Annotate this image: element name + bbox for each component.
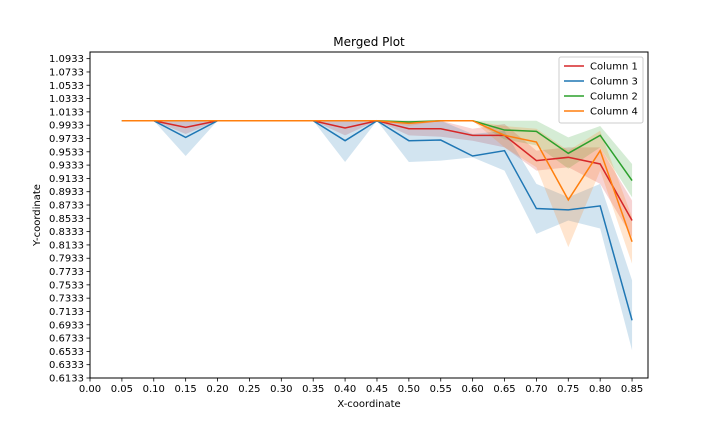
y-tick-label: 0.7333	[49, 294, 84, 305]
line-series-4	[121, 119, 633, 243]
x-tick-label: 0.80	[589, 384, 611, 395]
y-tick-label: 1.0533	[49, 81, 84, 92]
x-tick-label: 0.10	[143, 384, 165, 395]
x-tick-label: 0.75	[557, 384, 579, 395]
y-tick-label: 0.9733	[49, 134, 84, 145]
y-tick-label: 0.9533	[49, 147, 84, 158]
y-tick-label: 0.6933	[49, 320, 84, 331]
y-tick-label: 1.0933	[49, 54, 84, 65]
legend-box	[558, 56, 644, 124]
legend-label-2: Column 3	[590, 77, 638, 88]
y-tick-label: 0.6133	[49, 374, 84, 385]
y-tick-label: 0.7533	[49, 280, 84, 291]
x-tick-label: 0.40	[334, 384, 356, 395]
band-series-4	[121, 120, 633, 264]
legend-label-3: Column 2	[590, 92, 638, 103]
legend-label-4: Column 4	[590, 107, 638, 118]
x-tick-label: 0.50	[398, 384, 420, 395]
y-tick-label: 0.9933	[49, 121, 84, 132]
y-tick-label: 1.0333	[49, 94, 84, 105]
legend: Column 1 Column 3 Column 2 Column 4	[558, 56, 644, 124]
x-tick-label: 0.35	[302, 384, 324, 395]
x-tick-label: 0.00	[79, 384, 101, 395]
plot-frame	[89, 51, 649, 379]
y-tick-label: 0.8533	[49, 214, 84, 225]
y-tick-label: 1.0133	[49, 107, 84, 118]
y-tick-label: 1.0733	[49, 67, 84, 78]
y-tick-label: 0.6733	[49, 334, 84, 345]
y-axis-label: Y-coordinate	[32, 184, 43, 247]
y-tick-label: 0.7133	[49, 307, 84, 318]
y-tick-label: 0.7933	[49, 254, 84, 265]
x-tick-label: 0.55	[430, 384, 452, 395]
x-tick-label: 0.15	[175, 384, 197, 395]
x-tick-label: 0.65	[493, 384, 515, 395]
x-tick-label: 0.20	[206, 384, 228, 395]
chart-title: Merged Plot	[333, 35, 405, 49]
y-tick-label: 0.8733	[49, 201, 84, 212]
y-tick-label: 0.8333	[49, 227, 84, 238]
y-tick-label: 0.6533	[49, 347, 84, 358]
series-lines	[121, 119, 633, 321]
y-tick-label: 0.9333	[49, 161, 84, 172]
legend-label-1: Column 1	[590, 62, 638, 73]
x-axis-label: X-coordinate	[337, 399, 400, 410]
y-tick-label: 0.8933	[49, 187, 84, 198]
y-tick-label: 0.9133	[49, 174, 84, 185]
x-axis-ticks: 0.00 0.05 0.10 0.15 0.20 0.25 0.30 0.35 0.40 0.45…	[79, 378, 643, 395]
x-tick-label: 0.30	[270, 384, 292, 395]
x-tick-label: 0.45	[366, 384, 388, 395]
x-tick-label: 0.25	[238, 384, 260, 395]
confidence-bands	[121, 120, 633, 351]
y-axis-ticks: 0.6133 0.6333 0.6533 0.6733 0.6933 0.7133 0.73…	[49, 54, 90, 385]
y-tick-label: 0.7733	[49, 267, 84, 278]
y-tick-label: 0.6333	[49, 360, 84, 371]
y-tick-label: 0.8133	[49, 240, 84, 251]
x-tick-label: 0.05	[111, 384, 133, 395]
x-tick-label: 0.70	[525, 384, 547, 395]
x-tick-label: 0.85	[621, 384, 643, 395]
x-tick-label: 0.60	[461, 384, 483, 395]
